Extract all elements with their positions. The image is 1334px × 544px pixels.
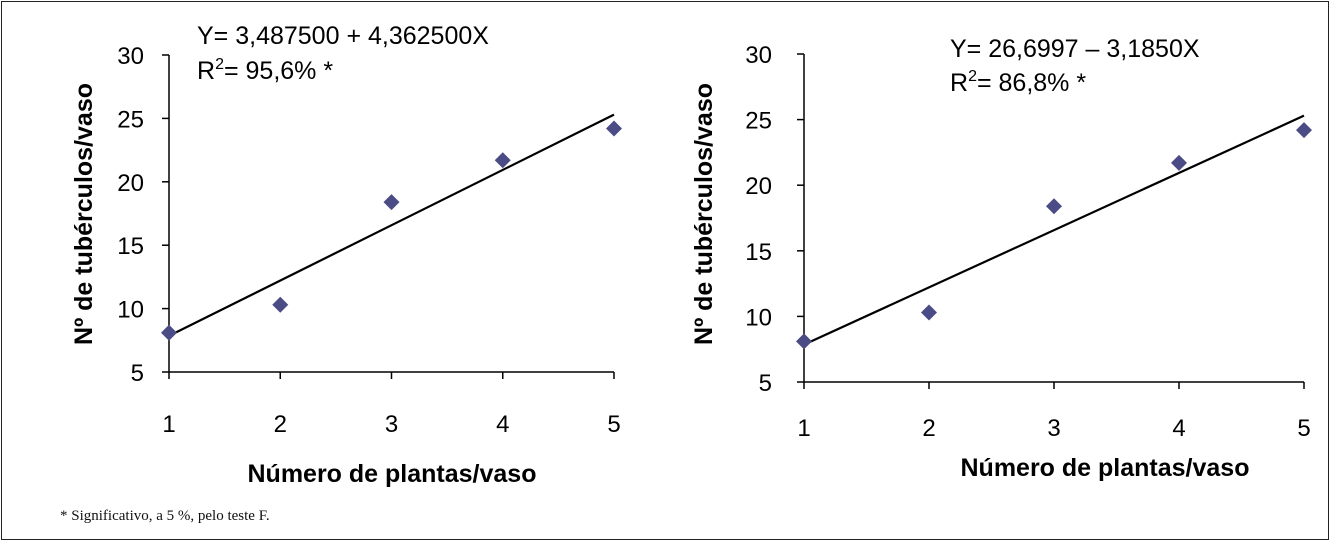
left-r2-superscript: 2 bbox=[215, 56, 224, 73]
right-y-tick-label: 15 bbox=[745, 239, 772, 266]
left-x-tick-label: 2 bbox=[274, 411, 287, 438]
left-equation: Y= 3,487500 + 4,362500X bbox=[197, 22, 489, 50]
right-data-point bbox=[796, 333, 812, 350]
left-data-point bbox=[272, 296, 289, 313]
right-r2-letter: R bbox=[950, 69, 968, 97]
left-chart: Y= 3,487500 + 4,362500X R2= 95,6% * Núme… bbox=[70, 22, 622, 488]
right-y-tick-label: 30 bbox=[745, 42, 772, 69]
right-x-tick-label: 5 bbox=[1297, 415, 1310, 442]
right-y-axis-label: Nº de tubérculos/vaso bbox=[690, 83, 718, 345]
right-equation: Y= 26,6997 – 3,1850X bbox=[950, 35, 1200, 63]
right-x-tick-label: 1 bbox=[797, 415, 810, 442]
left-data-point bbox=[494, 152, 511, 169]
right-r2-superscript: 2 bbox=[968, 68, 977, 85]
left-y-tick-label: 15 bbox=[117, 233, 144, 260]
left-x-tick-label: 3 bbox=[385, 411, 398, 438]
left-x-tick-label: 1 bbox=[162, 411, 175, 438]
right-y-tick-label: 20 bbox=[745, 173, 772, 200]
left-y-tick-label: 25 bbox=[117, 106, 144, 133]
left-y-axis-label: Nº de tubérculos/vaso bbox=[70, 83, 98, 345]
right-data-point bbox=[1296, 122, 1312, 139]
right-y-tick-label: 5 bbox=[759, 370, 772, 397]
right-data-point bbox=[921, 304, 937, 321]
left-data-point bbox=[161, 324, 177, 341]
left-x-tick-label: 5 bbox=[607, 411, 620, 438]
left-y-tick-label: 10 bbox=[117, 297, 144, 324]
charts-canvas: Y= 3,487500 + 4,362500X R2= 95,6% * Núme… bbox=[70, 22, 1312, 488]
left-data-point bbox=[383, 194, 400, 211]
right-x-tick-label: 2 bbox=[922, 415, 935, 442]
left-y-tick-label: 20 bbox=[117, 170, 144, 197]
right-r2-value: = 86,8% * bbox=[977, 69, 1086, 97]
left-data-point bbox=[606, 120, 622, 137]
footnote: * Significativo, a 5 %, pelo teste F. bbox=[60, 508, 270, 524]
right-r2-label: R2= 86,8% * bbox=[950, 68, 1086, 97]
right-x-axis-label: Número de plantas/vaso bbox=[961, 454, 1250, 482]
right-y-tick-label: 25 bbox=[745, 108, 772, 135]
left-r2-value: = 95,6% * bbox=[224, 57, 333, 85]
right-trendline bbox=[803, 114, 1305, 346]
left-x-axis-label: Número de plantas/vaso bbox=[248, 460, 537, 488]
right-data-point bbox=[1171, 154, 1187, 171]
left-x-tick-label: 4 bbox=[496, 411, 509, 438]
left-y-tick-label: 30 bbox=[117, 43, 144, 70]
right-x-tick-label: 3 bbox=[1047, 415, 1060, 442]
left-r2-letter: R bbox=[197, 57, 215, 85]
left-y-tick-label: 5 bbox=[131, 360, 144, 387]
right-x-tick-label: 4 bbox=[1172, 415, 1185, 442]
left-r2-label: R2= 95,6% * bbox=[197, 56, 333, 85]
right-y-tick-label: 10 bbox=[745, 304, 772, 331]
right-chart: Y= 26,6997 – 3,1850X R2= 86,8% * Número … bbox=[690, 35, 1312, 482]
right-data-point bbox=[1046, 198, 1062, 215]
left-trendline bbox=[168, 113, 615, 337]
